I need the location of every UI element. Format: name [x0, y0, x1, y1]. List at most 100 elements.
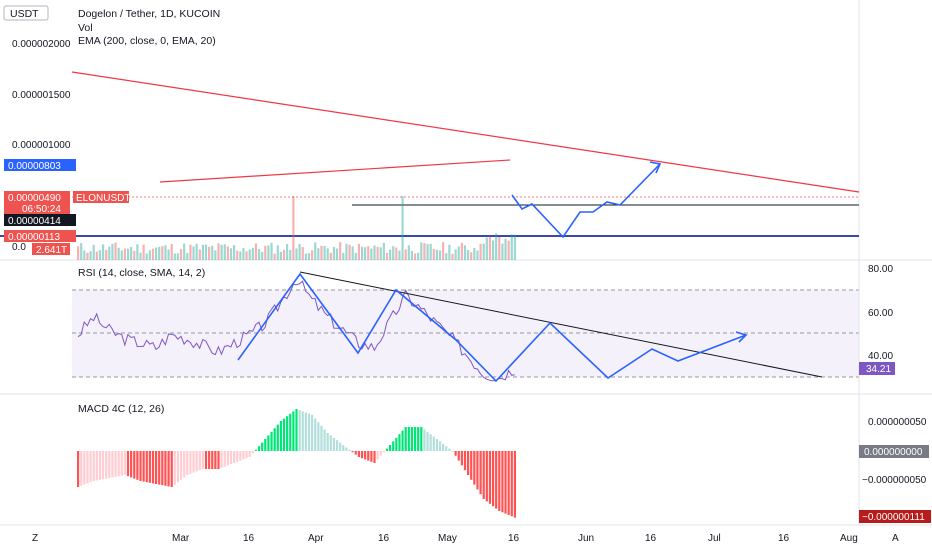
- macd-bar: [223, 451, 226, 467]
- volume-bar: [195, 243, 198, 260]
- volume-bar: [479, 243, 482, 260]
- volume-bar: [364, 247, 367, 260]
- volume-bar: [86, 252, 89, 260]
- volume-bar: [407, 245, 410, 260]
- macd-bar: [286, 416, 289, 451]
- macd-bar: [326, 433, 329, 451]
- macd-bar: [108, 451, 111, 478]
- volume-bar: [295, 248, 298, 260]
- ema-price-tag: [4, 159, 76, 171]
- volume-bar: [438, 250, 442, 260]
- volume-bar: [204, 244, 208, 260]
- macd-tick-label: −0.000000050: [862, 475, 927, 486]
- macd-bar: [345, 447, 348, 451]
- macd-bar: [314, 418, 317, 451]
- macd-bar: [130, 451, 133, 478]
- macd-bar: [479, 451, 482, 495]
- volume-bar: [332, 246, 336, 260]
- macd-zero-label: 0.000000000: [864, 447, 923, 458]
- rsi-projection-path: [237, 272, 747, 383]
- macd-bar: [442, 443, 445, 451]
- volume-bar: [270, 242, 273, 260]
- macd-bar: [170, 451, 173, 487]
- volume-bar: [423, 243, 426, 260]
- volume-bar: [167, 249, 170, 260]
- volume-bar: [239, 251, 242, 260]
- macd-bar: [413, 427, 417, 451]
- volume-bar: [220, 244, 223, 260]
- last-price-tag: [4, 191, 70, 215]
- rising-support-trendline: [159, 159, 511, 183]
- currency-button[interactable]: [3, 5, 49, 21]
- time-tick-label: 16: [645, 533, 657, 544]
- macd-bar: [217, 451, 220, 469]
- volume-bar: [482, 243, 485, 260]
- macd-bar: [226, 451, 229, 466]
- macd-bar: [211, 451, 214, 469]
- volume-bar: [98, 250, 102, 260]
- macd-bar: [83, 451, 86, 485]
- volume-bar: [201, 244, 204, 260]
- volume-bar: [442, 242, 445, 260]
- macd-bar: [323, 429, 326, 451]
- macd-bar: [242, 451, 245, 460]
- macd-bar: [470, 451, 473, 480]
- volume-bar: [467, 249, 470, 260]
- macd-bar: [148, 451, 151, 483]
- volume-bar: [317, 248, 320, 260]
- volume-bar: [339, 242, 342, 260]
- volume-bar: [176, 253, 180, 260]
- macd-bar: [229, 451, 233, 465]
- volume-bar: [320, 245, 323, 260]
- volume-value-label: 2.641T: [36, 245, 67, 256]
- macd-bar: [133, 451, 136, 479]
- volume-bar: [335, 248, 339, 260]
- volume-bar: [289, 249, 292, 260]
- macd-bar: [354, 451, 357, 455]
- volume-bar: [445, 253, 448, 260]
- volume-bar: [264, 245, 267, 260]
- volume-bar: [413, 253, 417, 260]
- bottom-price-tag-label: 0.00000113: [8, 232, 61, 243]
- volume-bar: [488, 236, 492, 260]
- volume-bar: [410, 250, 414, 260]
- macd-bar: [301, 411, 304, 451]
- macd-bar: [117, 451, 120, 477]
- timezone-button[interactable]: Z: [32, 533, 38, 544]
- volume-bar: [357, 243, 360, 260]
- macd-bar: [136, 451, 139, 480]
- macd-bar: [504, 451, 507, 514]
- volume-bar: [251, 247, 254, 260]
- volume-bar: [485, 237, 488, 260]
- macd-bar: [276, 424, 279, 451]
- macd-bar: [367, 451, 370, 461]
- macd-bar: [126, 451, 130, 477]
- macd-bar: [123, 451, 126, 475]
- price-projection-arrowhead: [649, 161, 662, 174]
- macd-bar: [98, 451, 102, 480]
- macd-bar: [251, 451, 254, 454]
- volume-bar: [276, 245, 279, 260]
- currency-button-label: USDT: [10, 8, 39, 20]
- macd-bar: [407, 427, 410, 451]
- volume-bar: [136, 244, 139, 260]
- macd-bar: [89, 451, 92, 483]
- volume-bar: [223, 244, 226, 260]
- descending-resistance-trendline: [71, 71, 860, 193]
- auto-scale-button[interactable]: A: [892, 533, 899, 544]
- symbol-price-tag: [73, 191, 129, 203]
- macd-bar: [192, 451, 195, 473]
- volume-bar: [145, 253, 148, 260]
- rsi-legend: RSI (14, close, SMA, 14, 2): [78, 267, 205, 279]
- macd-bar: [183, 451, 186, 478]
- volume-bar: [401, 196, 404, 260]
- volume-bar: [242, 247, 245, 260]
- time-tick-label: Mar: [172, 533, 190, 544]
- macd-bar: [320, 425, 323, 451]
- volume-bar: [470, 252, 473, 260]
- volume-bar: [476, 250, 479, 260]
- macd-bar: [307, 413, 311, 451]
- macd-bar: [239, 451, 242, 461]
- rsi-tick-label: 40.00: [868, 351, 893, 362]
- volume-bar: [179, 249, 183, 260]
